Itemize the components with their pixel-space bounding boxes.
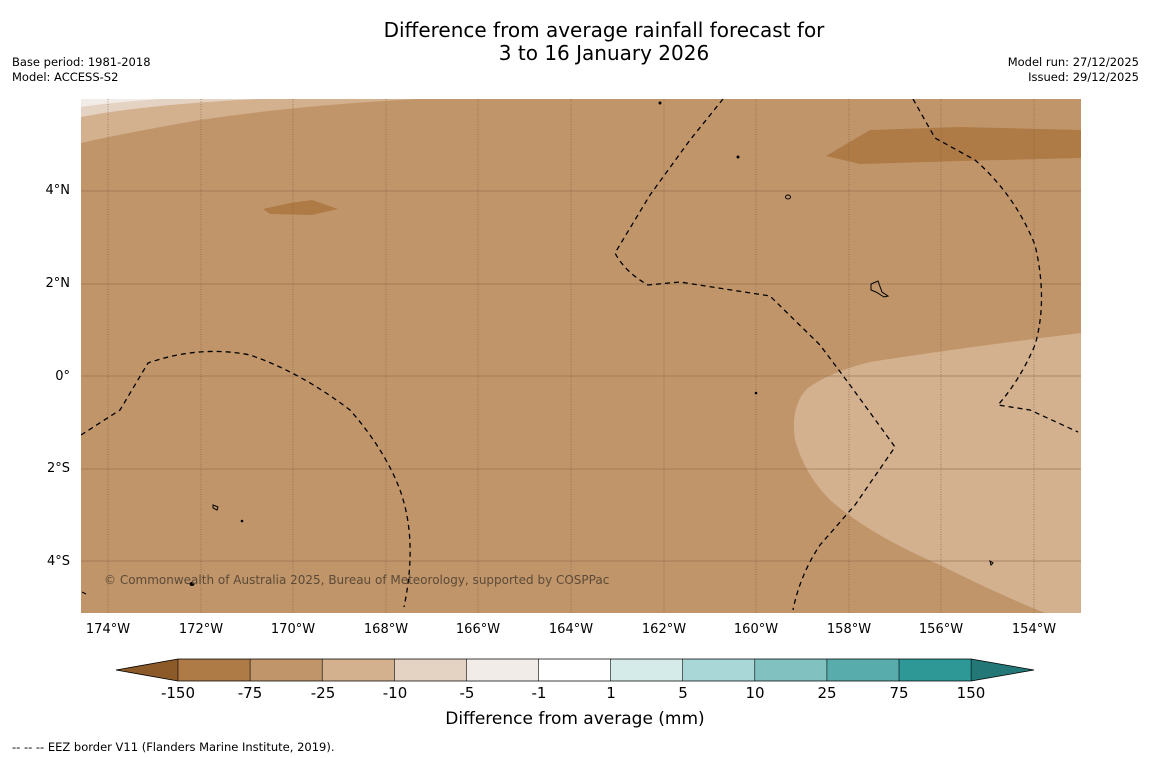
colorbar-title: Difference from average (mm) [445,709,705,729]
colorbar-label: 150 [956,684,986,702]
island-howland [212,504,219,511]
colorbar-label: 25 [817,684,837,702]
island-southwest [81,591,87,595]
island-southeast [989,559,994,566]
anomaly-dark-patch [263,200,338,215]
island-north [658,101,662,105]
lat-label: 4°N [45,183,71,198]
model-run: Model run: 27/12/2025 [1007,55,1139,69]
colorbar-label: 5 [678,684,688,702]
colorbar-label: -5 [459,684,475,702]
lat-label: 2°N [45,276,71,291]
islands [81,101,994,595]
lon-label: 160°W [733,622,779,637]
island-kingman [785,194,791,200]
meta-left: Base period: 1981-2018 Model: ACCESS-S2 [12,55,151,85]
eez-borders [81,99,1079,611]
lon-label: 154°W [1011,622,1057,637]
lon-label: 166°W [455,622,501,637]
colorbar-label: -1 [531,684,547,702]
base-period: Base period: 1981-2018 [12,55,151,69]
map-area [81,99,1081,613]
model-name: Model: ACCESS-S2 [12,70,119,84]
lon-label: 162°W [641,622,687,637]
island-jarvis [754,391,758,395]
lat-label: 0° [55,369,70,384]
lon-label: 168°W [363,622,409,637]
colorbar-label: -25 [310,684,336,702]
chart-title: Difference from average rainfall forecas… [0,19,1150,65]
lon-label: 170°W [270,622,316,637]
colorbar-label: -10 [382,684,408,702]
latitude-lines [81,190,1081,562]
copyright-notice: © Commonwealth of Australia 2025, Bureau… [104,573,610,587]
eez-footnote: -- -- -- EEZ border V11 (Flanders Marine… [12,740,335,754]
island-malden [189,582,195,586]
lat-label: 4°S [46,554,70,569]
colorbar-label: -150 [160,684,196,702]
graticule [107,99,1035,613]
anomaly-light-southeast [793,333,1081,613]
colorbar-label: -75 [237,684,263,702]
lon-label: 156°W [918,622,964,637]
anomaly-palest-northwest [81,99,160,107]
lon-label: 172°W [178,622,224,637]
island-baker [240,519,244,523]
colorbar-label: 10 [745,684,765,702]
lat-label: 2°S [46,461,70,476]
lon-label: 164°W [548,622,594,637]
anomaly-dark-northeast [826,127,1081,164]
colorbar-label: 75 [889,684,909,702]
meta-right: Model run: 27/12/2025 Issued: 29/12/2025 [1008,55,1139,85]
anomaly-light-northwest [81,99,420,143]
colorbar-label: 1 [606,684,616,702]
title-line-1: Difference from average rainfall forecas… [383,18,825,42]
island-palmyra [736,155,740,159]
issued-date: Issued: 29/12/2025 [1028,70,1139,84]
lon-label: 158°W [826,622,872,637]
lon-label: 174°W [85,622,131,637]
title-line-2: 3 to 16 January 2026 [498,41,710,65]
anomaly-lighter-northwest [81,99,260,117]
island-kiritimati [870,280,890,298]
